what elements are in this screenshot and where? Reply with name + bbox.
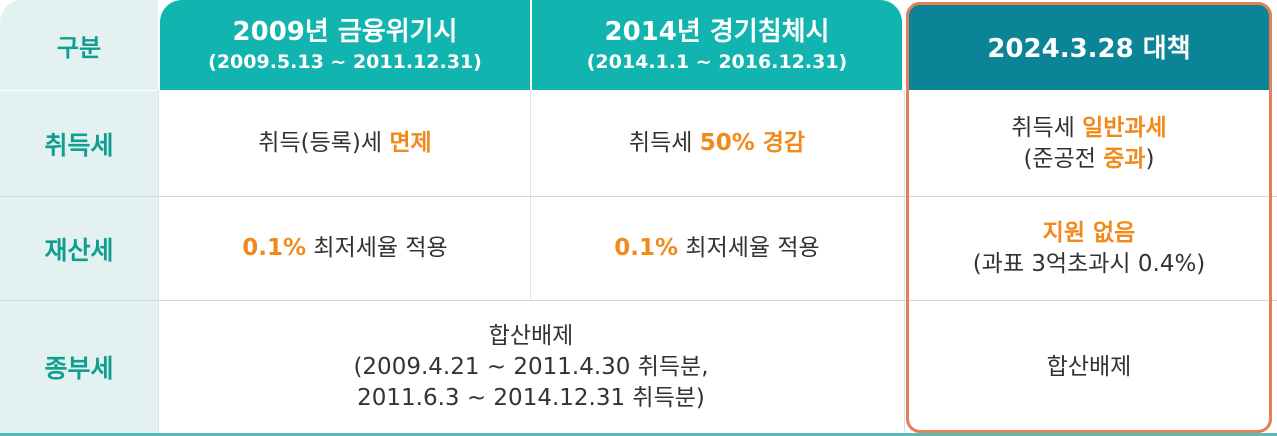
row-divider — [0, 196, 1277, 197]
cell-acquisition-2024: 취득세 일반과세 (준공전 중과) — [906, 91, 1272, 196]
cell-highlight: 면제 — [389, 130, 432, 156]
cell-text: (준공전 — [1023, 145, 1104, 172]
row-divider — [0, 300, 1277, 301]
cell-text: 취득세 — [1011, 114, 1083, 141]
header-2024-title: 2024.3.28 대책 — [987, 33, 1191, 64]
cell-text: 합산배제 — [1046, 353, 1132, 380]
cell-property-2009: 0.1% 최저세율 적용 — [160, 197, 530, 300]
cell-text: 최저세율 적용 — [306, 235, 448, 261]
header-2014-cell: 2014년 경기침체시 (2014.1.1 ~ 2016.12.31) — [532, 0, 902, 90]
cell-highlight: 0.1% — [614, 235, 679, 261]
cell-text: (과표 3억초과시 0.4%) — [972, 250, 1206, 277]
cell-highlight: 일반과세 — [1082, 114, 1167, 141]
cell-acquisition-2014: 취득세 50% 경감 — [532, 91, 902, 196]
cell-acquisition-2009: 취득(등록)세 면제 — [160, 91, 530, 196]
cell-text: 최저세율 적용 — [678, 235, 820, 261]
column-divider — [904, 90, 905, 433]
cell-text: 취득세 — [628, 130, 700, 156]
cell-text: ) — [1145, 145, 1155, 172]
header-2009-title: 2009년 금융위기시 — [232, 17, 458, 47]
header-2014-title: 2014년 경기침체시 — [604, 17, 830, 47]
cell-property-2014: 0.1% 최저세율 적용 — [532, 197, 902, 300]
cell-text: (2009.4.21 ~ 2011.4.30 취득분, — [353, 353, 709, 380]
header-label-cell: 구분 — [0, 0, 158, 90]
header-2014-period: (2014.1.1 ~ 2016.12.31) — [586, 51, 848, 73]
header-label: 구분 — [56, 33, 102, 62]
cell-text: 2011.6.3 ~ 2014.12.31 취득분) — [357, 384, 705, 411]
cell-text: 합산배제 — [488, 322, 574, 349]
row-label-text: 종부세 — [44, 354, 114, 383]
row-label-property-tax: 재산세 — [0, 197, 158, 300]
cell-text: 취득(등록)세 — [258, 130, 390, 156]
header-2009-cell: 2009년 금융위기시 (2009.5.13 ~ 2011.12.31) — [160, 0, 530, 90]
row-label-acquisition-tax: 취득세 — [0, 91, 158, 196]
row-label-comprehensive-tax: 종부세 — [0, 301, 158, 433]
cell-comprehensive-2024: 합산배제 — [906, 301, 1272, 433]
column-divider — [158, 90, 159, 433]
cell-comprehensive-merged: 합산배제 (2009.4.21 ~ 2011.4.30 취득분, 2011.6.… — [160, 301, 902, 433]
cell-highlight: 중과 — [1103, 145, 1146, 172]
row-label-text: 재산세 — [44, 235, 114, 265]
column-divider — [530, 90, 531, 301]
header-2024-cell: 2024.3.28 대책 — [906, 2, 1272, 90]
cell-highlight: 지원 없음 — [1042, 219, 1136, 246]
cell-highlight: 0.1% — [242, 235, 307, 261]
row-label-text: 취득세 — [44, 130, 114, 160]
header-2009-period: (2009.5.13 ~ 2011.12.31) — [208, 51, 482, 73]
cell-highlight: 50% 경감 — [699, 130, 806, 156]
table-bottom-border — [0, 433, 1277, 436]
cell-property-2024: 지원 없음 (과표 3억초과시 0.4%) — [906, 197, 1272, 300]
